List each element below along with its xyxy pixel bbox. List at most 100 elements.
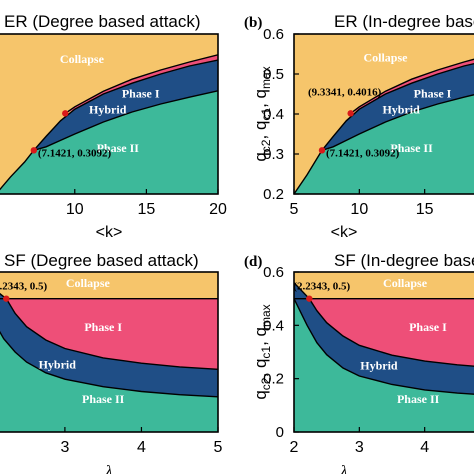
x-tick-label: 5 <box>214 439 223 456</box>
critical-point-label: (7.1421, 0.3092) <box>38 147 112 159</box>
x-axis-label: λ <box>105 463 113 474</box>
critical-point <box>3 295 10 302</box>
y-axis-label-part: q <box>251 390 270 399</box>
y-axis-label-part: , q <box>251 359 270 378</box>
y-tick-label: 0.6 <box>263 26 284 43</box>
y-axis-label: qc2, qc1, qmax <box>251 304 273 399</box>
x-tick-label: 10 <box>350 201 368 218</box>
mid-boundary-line <box>0 292 218 370</box>
y-tick-label: 0.3 <box>263 146 284 163</box>
critical-point-label: (2.2343, 0.5) <box>0 281 47 293</box>
x-tick-label: 15 <box>137 201 155 218</box>
region-label-phase-i: Phase I <box>122 87 160 101</box>
y-axis-label-part: c2 <box>259 377 273 390</box>
critical-point <box>306 295 313 302</box>
region-label-hybrid: Hybrid <box>39 358 77 372</box>
y-tick-label: 0.2 <box>263 371 284 388</box>
y-axis-label-part: , q <box>251 89 270 108</box>
phase-ii-region <box>294 298 474 432</box>
critical-point-label: (7.1421, 0.3092) <box>326 147 400 159</box>
y-axis-label-part: max <box>259 66 273 89</box>
critical-point <box>62 110 69 117</box>
panel-b-plot: Collapse Phase I Hybrid Phase II <box>294 34 474 194</box>
phase-i-region <box>350 59 474 114</box>
x-tick-label: 20 <box>209 201 227 218</box>
hybrid-region <box>0 293 218 397</box>
x-tick-label: 3 <box>60 439 69 456</box>
critical-point-label: (9.3341, 0.4016) <box>308 86 382 98</box>
panel-title: ER (In-degree based attack) <box>334 12 474 31</box>
x-tick-label: 3 <box>355 439 364 456</box>
region-label-phase-ii: Phase II <box>390 141 433 155</box>
critical-point-label: (2.2343, 0.5) <box>293 281 350 293</box>
y-axis-label: qc2, qc1, qmax <box>251 66 273 161</box>
panel-a-plot: Collapse Phase I Hybrid Phase II <box>0 34 218 194</box>
y-tick-label: 0.5 <box>263 66 284 83</box>
y-axis-label-part: c1 <box>259 108 273 121</box>
x-tick-label: 10 <box>66 201 84 218</box>
phase-i-region <box>294 282 474 367</box>
y-axis-label-part: , q <box>251 121 270 140</box>
y-tick-label: 0.6 <box>263 264 284 281</box>
y-axis-label-part: c1 <box>259 346 273 359</box>
panel-title: SF (Degree based attack) <box>4 251 199 270</box>
phase-i-region <box>65 54 218 114</box>
region-label-hybrid: Hybrid <box>360 358 398 372</box>
panel-c-frame <box>0 271 219 433</box>
panel-letter: (d) <box>244 254 262 270</box>
lower-boundary-line <box>294 298 474 395</box>
region-label-collapse: Collapse <box>363 51 408 65</box>
y-axis-label-part: q <box>251 152 270 161</box>
x-axis-label: <k> <box>96 224 123 241</box>
y-axis-label-part: , q <box>251 327 270 346</box>
panel-title: SF (In-degree based attack) <box>334 251 474 270</box>
phase-ii-region <box>0 332 218 432</box>
region-label-hybrid: Hybrid <box>89 103 127 117</box>
mid-boundary-line <box>294 282 474 367</box>
region-label-phase-ii: Phase II <box>82 392 125 406</box>
panel-d-plot: Collapse Phase I Hybrid Phase II <box>294 272 474 432</box>
y-axis-label-part: max <box>259 304 273 327</box>
region-label-phase-i: Phase I <box>84 320 122 334</box>
panel-letter: (b) <box>244 15 262 31</box>
critical-point <box>318 147 326 154</box>
panel-d-frame <box>293 271 474 433</box>
panel-title: ER (Degree based attack) <box>4 12 201 31</box>
lower-boundary-line <box>0 330 218 398</box>
y-tick-label: 0.4 <box>263 317 284 334</box>
y-tick-label: 0.2 <box>263 186 284 203</box>
x-tick-label: 5 <box>290 201 299 218</box>
hybrid-region <box>294 282 474 395</box>
phase-i-region <box>0 293 218 370</box>
region-label-phase-ii: Phase II <box>397 392 440 406</box>
phase-ii-region <box>294 94 474 194</box>
lower-boundary-line <box>33 90 218 151</box>
y-axis-label-part: c2 <box>259 139 273 152</box>
critical-point <box>347 110 354 117</box>
x-axis-label: <k> <box>331 224 358 241</box>
region-label-collapse: Collapse <box>66 276 111 290</box>
region-label-phase-i: Phase I <box>414 87 452 101</box>
max-boundary-line <box>350 58 474 114</box>
lower-boundary-line <box>321 94 474 151</box>
max-boundary-line <box>64 54 218 114</box>
critical-point <box>30 147 38 154</box>
phase-ii-region <box>0 90 218 194</box>
hybrid-region <box>322 63 474 151</box>
panel-a-frame <box>0 33 219 195</box>
region-label-collapse: Collapse <box>383 276 428 290</box>
panel-c-plot: Collapse Phase I Hybrid Phase II <box>0 272 218 432</box>
upper-boundary-line <box>294 62 474 194</box>
region-label-phase-i: Phase I <box>409 320 447 334</box>
x-tick-label: 4 <box>137 439 146 456</box>
x-tick-label: 4 <box>420 439 429 456</box>
x-tick-label: 2 <box>290 439 299 456</box>
y-tick-label: 0 <box>276 424 284 441</box>
y-tick-label: 0.4 <box>263 106 284 123</box>
x-axis-label: λ <box>340 463 348 474</box>
region-label-hybrid: Hybrid <box>382 103 420 117</box>
x-tick-label: 15 <box>416 201 434 218</box>
region-label-phase-ii: Phase II <box>97 141 140 155</box>
hybrid-region <box>33 60 218 151</box>
